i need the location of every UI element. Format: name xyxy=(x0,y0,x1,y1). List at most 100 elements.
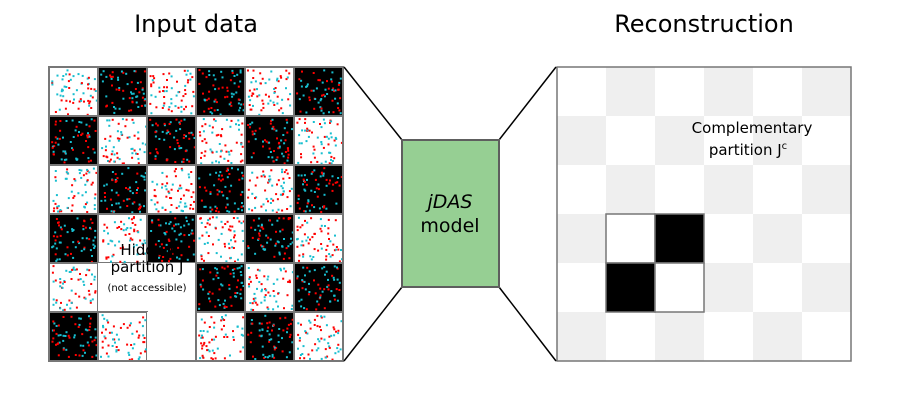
noise-dot xyxy=(62,282,64,285)
noise-dot xyxy=(185,73,188,76)
noise-dot xyxy=(256,176,259,179)
noise-dot xyxy=(328,253,331,255)
noise-dot xyxy=(269,294,272,297)
noise-dot xyxy=(333,298,336,301)
noise-dot xyxy=(284,316,287,319)
noise-dot xyxy=(318,207,321,210)
noise-dot xyxy=(327,227,330,230)
noise-dot xyxy=(90,87,93,90)
noise-dot xyxy=(83,220,86,223)
noise-dot xyxy=(296,277,299,280)
noise-dot xyxy=(240,274,243,277)
noise-dot xyxy=(283,181,285,184)
noise-dot xyxy=(278,109,281,112)
noise-dot xyxy=(215,171,218,174)
noise-dot xyxy=(100,73,103,76)
noise-dot xyxy=(231,95,234,98)
noise-dot xyxy=(105,183,108,186)
noise-dot xyxy=(84,297,87,300)
noise-dot xyxy=(328,151,331,154)
noise-dot xyxy=(242,174,245,177)
noise-dot xyxy=(263,248,266,251)
noise-dot xyxy=(144,319,147,322)
noise-dot xyxy=(174,168,177,170)
noise-dot xyxy=(121,118,124,121)
noise-dot xyxy=(320,211,323,213)
noise-dot xyxy=(303,307,306,310)
noise-dot xyxy=(340,141,343,144)
noise-dot xyxy=(297,216,300,219)
noise-dot xyxy=(78,354,81,357)
noise-dot xyxy=(79,344,82,347)
noise-dot xyxy=(55,301,58,304)
noise-dot xyxy=(177,246,180,249)
noise-dot xyxy=(333,334,336,337)
noise-dot xyxy=(255,277,258,279)
noise-dot xyxy=(57,221,59,224)
noise-dot xyxy=(283,238,285,240)
noise-dot xyxy=(313,156,316,159)
noise-dot xyxy=(306,266,309,269)
noise-dot xyxy=(298,78,301,81)
noise-dot xyxy=(58,241,61,244)
noise-dot xyxy=(268,147,271,150)
noise-dot xyxy=(207,107,210,110)
noise-dot xyxy=(211,208,214,211)
noise-dot xyxy=(290,308,293,310)
noise-dot xyxy=(171,183,174,186)
noise-dot xyxy=(307,199,310,202)
noise-dot xyxy=(163,232,166,234)
noise-dot xyxy=(270,197,273,200)
noise-dot xyxy=(302,266,305,269)
noise-dot xyxy=(226,176,229,179)
noise-dot xyxy=(117,139,120,142)
noise-dot xyxy=(327,137,330,140)
noise-dot xyxy=(89,249,92,252)
complementary-label-line2: partition Jc xyxy=(709,141,787,159)
noise-dot xyxy=(248,276,251,279)
noise-dot xyxy=(219,171,222,174)
noise-dot xyxy=(60,158,63,161)
noise-dot xyxy=(208,70,211,73)
noise-dot xyxy=(271,355,274,358)
noise-dot xyxy=(214,88,217,91)
noise-dot xyxy=(337,332,340,335)
faint-cell xyxy=(557,312,606,361)
noise-dot xyxy=(68,73,71,76)
noise-dot xyxy=(57,342,60,345)
noise-dot xyxy=(149,152,152,155)
noise-dot xyxy=(336,347,339,350)
noise-dot xyxy=(320,141,323,143)
noise-dot xyxy=(117,78,120,81)
noise-dot xyxy=(176,80,178,83)
noise-dot xyxy=(297,174,300,177)
noise-dot xyxy=(201,354,204,357)
noise-dot xyxy=(82,225,85,228)
noise-dot xyxy=(51,141,54,144)
noise-dot xyxy=(75,268,78,271)
noise-dot xyxy=(156,124,159,127)
noise-dot xyxy=(180,105,183,108)
noise-dot xyxy=(74,268,77,271)
noise-dot xyxy=(311,349,314,352)
noise-dot xyxy=(130,91,132,94)
noise-dot xyxy=(220,134,222,137)
noise-dot xyxy=(142,316,145,319)
noise-dot xyxy=(275,211,278,214)
noise-dot xyxy=(211,126,214,129)
noise-dot xyxy=(115,350,118,353)
noise-dot xyxy=(90,159,92,162)
noise-dot xyxy=(319,218,322,221)
noise-dot xyxy=(239,69,242,72)
noise-dot xyxy=(236,292,239,294)
noise-dot xyxy=(307,353,310,356)
noise-dot xyxy=(78,169,81,171)
noise-dot xyxy=(55,343,57,346)
noise-dot xyxy=(313,169,316,172)
noise-dot xyxy=(320,107,323,110)
noise-dot xyxy=(222,194,225,197)
noise-dot xyxy=(56,235,59,238)
noise-dot xyxy=(316,300,319,303)
noise-dot xyxy=(213,184,216,187)
noise-dot xyxy=(242,285,245,287)
